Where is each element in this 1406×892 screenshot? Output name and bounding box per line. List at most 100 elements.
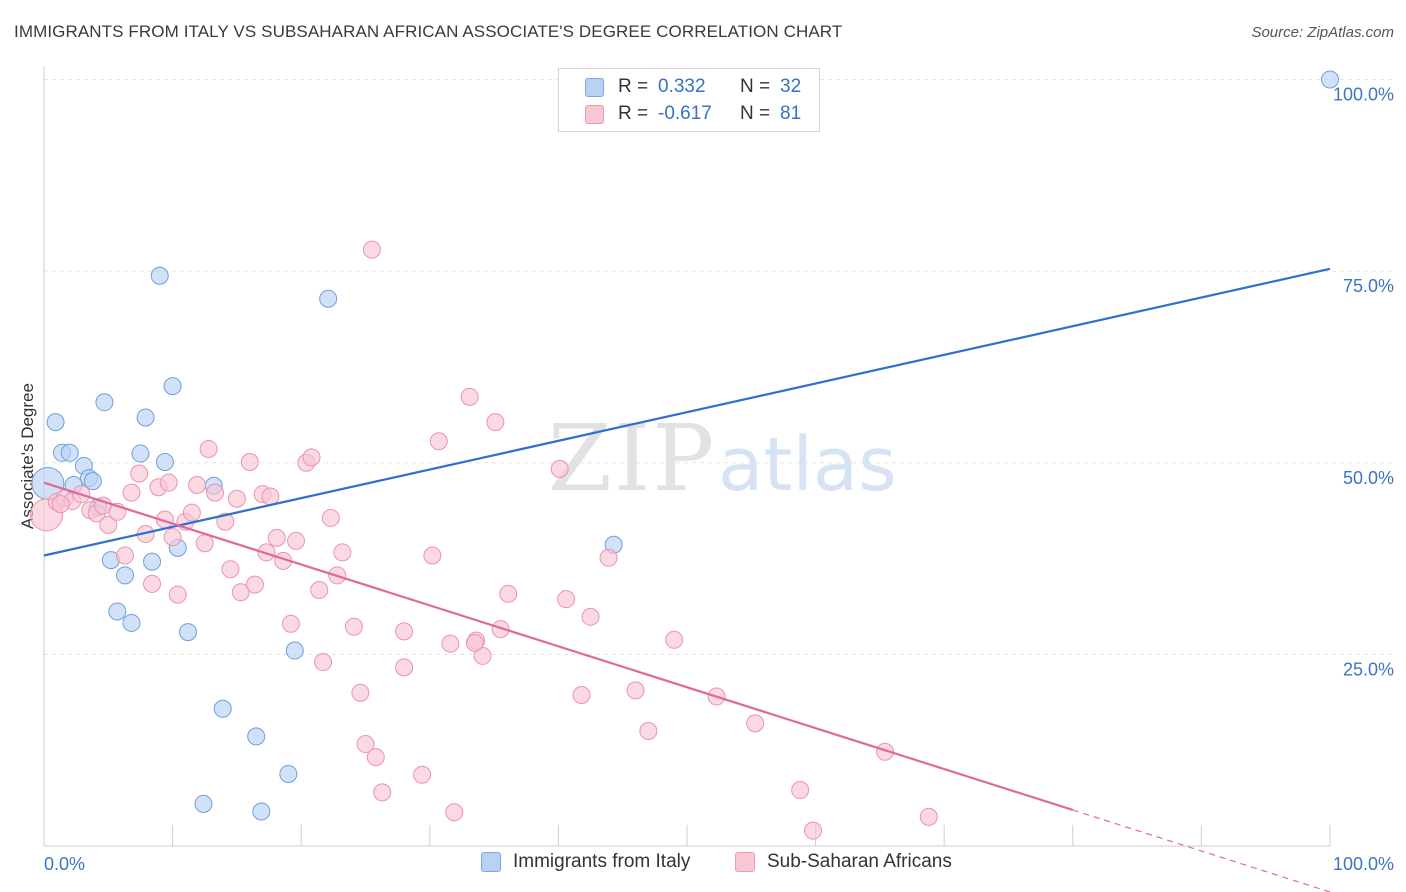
ssa-point: [314, 653, 333, 672]
italy-point: [252, 802, 271, 821]
y-tick-label: 50.0%: [1343, 468, 1394, 488]
italy-point: [131, 444, 150, 463]
ssa-point: [626, 681, 645, 700]
ssa-point: [557, 590, 576, 609]
ssa-point: [599, 548, 618, 567]
ssa-point: [99, 515, 118, 534]
ssa-point: [639, 722, 658, 741]
ssa-point: [159, 473, 178, 492]
ssa-point: [373, 783, 392, 802]
ssa-swatch-icon: [585, 104, 604, 124]
legend-label-italy: Immigrants from Italy: [513, 851, 691, 872]
ssa-point: [919, 807, 938, 826]
ssa-point: [216, 512, 235, 531]
ssa-r-value: -0.617: [658, 103, 712, 124]
ssa-point: [302, 448, 321, 467]
italy-point: [60, 443, 79, 462]
source-label: Source: ZipAtlas.com: [1251, 24, 1394, 41]
ssa-point: [143, 574, 162, 593]
italy-point: [213, 699, 232, 718]
stats-legend: R = 0.332 N = 32 R = -0.617 N = 81: [558, 68, 820, 132]
italy-point: [95, 393, 114, 412]
ssa-trend-line: [43, 481, 1074, 812]
watermark-atlas: atlas: [718, 422, 897, 508]
r-label: R =: [618, 103, 649, 124]
ssa-point: [581, 607, 600, 626]
ssa-point: [344, 617, 363, 636]
legend-item-italy: Immigrants from Italy: [481, 851, 690, 873]
ssa-point: [231, 583, 250, 602]
italy-point: [319, 289, 338, 308]
ssa-point: [465, 633, 484, 652]
italy-point: [279, 764, 298, 783]
ssa-point: [168, 585, 187, 604]
ssa-point: [287, 531, 306, 550]
ssa-point: [333, 543, 352, 562]
ssa-point: [227, 489, 246, 508]
ssa-point: [804, 821, 823, 840]
italy-point: [136, 408, 155, 427]
x-tick-label-end: 100.0%: [1333, 854, 1394, 874]
italy-point: [46, 413, 65, 432]
ssa-point: [356, 735, 375, 754]
ssa-point: [876, 742, 895, 761]
x-tick-label-start: 0.0%: [44, 854, 85, 874]
ssa-point: [550, 459, 569, 478]
italy-point: [155, 452, 174, 471]
ssa-point: [746, 714, 765, 733]
italy-n-value: 32: [780, 76, 802, 97]
italy-point: [194, 794, 213, 813]
ssa-trend-extension: [1072, 809, 1331, 892]
ssa-point: [188, 475, 207, 494]
ssa-point: [665, 630, 684, 649]
ssa-point: [116, 546, 135, 565]
italy-point: [83, 472, 102, 491]
ssa-point: [441, 634, 460, 653]
italy-legend-swatch-icon: [481, 852, 501, 872]
italy-point: [150, 266, 169, 285]
y-tick-label: 25.0%: [1343, 659, 1394, 679]
y-tick-label: 100.0%: [1333, 85, 1394, 105]
ssa-point: [130, 464, 149, 483]
ssa-legend-swatch-icon: [735, 852, 755, 872]
ssa-point: [261, 487, 280, 506]
ssa-point: [51, 495, 70, 514]
ssa-point: [413, 765, 432, 784]
ssa-point: [395, 658, 414, 677]
ssa-point: [163, 528, 182, 547]
ssa-point: [460, 387, 479, 406]
n-label: N =: [740, 76, 771, 97]
italy-r-value: 0.332: [658, 76, 706, 97]
ssa-point: [499, 584, 518, 603]
ssa-point: [199, 439, 218, 458]
ssa-point: [395, 622, 414, 641]
legend-label-ssa: Sub-Saharan Africans: [767, 851, 952, 872]
ssa-point: [423, 546, 442, 565]
y-tick-label: 75.0%: [1343, 276, 1394, 296]
r-label: R =: [618, 76, 649, 97]
ssa-point: [445, 803, 464, 822]
ssa-point: [572, 685, 591, 704]
ssa-point: [321, 508, 340, 527]
ssa-point: [122, 483, 141, 502]
italy-trend-line: [43, 267, 1331, 557]
italy-point: [122, 613, 141, 632]
n-label: N =: [740, 103, 771, 124]
ssa-point: [310, 580, 329, 599]
series-legend: Immigrants from Italy Sub-Saharan Africa…: [0, 851, 1406, 879]
ssa-point: [195, 534, 214, 553]
ssa-point: [791, 781, 810, 800]
ssa-point: [221, 560, 240, 579]
ssa-point: [182, 503, 201, 522]
ssa-point: [351, 683, 370, 702]
ssa-point: [240, 452, 259, 471]
italy-swatch-icon: [585, 77, 604, 97]
italy-point: [143, 552, 162, 571]
italy-point: [163, 377, 182, 396]
ssa-point: [429, 432, 448, 451]
ssa-point: [491, 620, 510, 639]
italy-point: [179, 623, 198, 642]
italy-point: [108, 602, 127, 621]
y-axis-label: Associate's Degree: [18, 383, 37, 529]
stats-legend-row-ssa: R = -0.617 N = 81: [585, 101, 801, 127]
